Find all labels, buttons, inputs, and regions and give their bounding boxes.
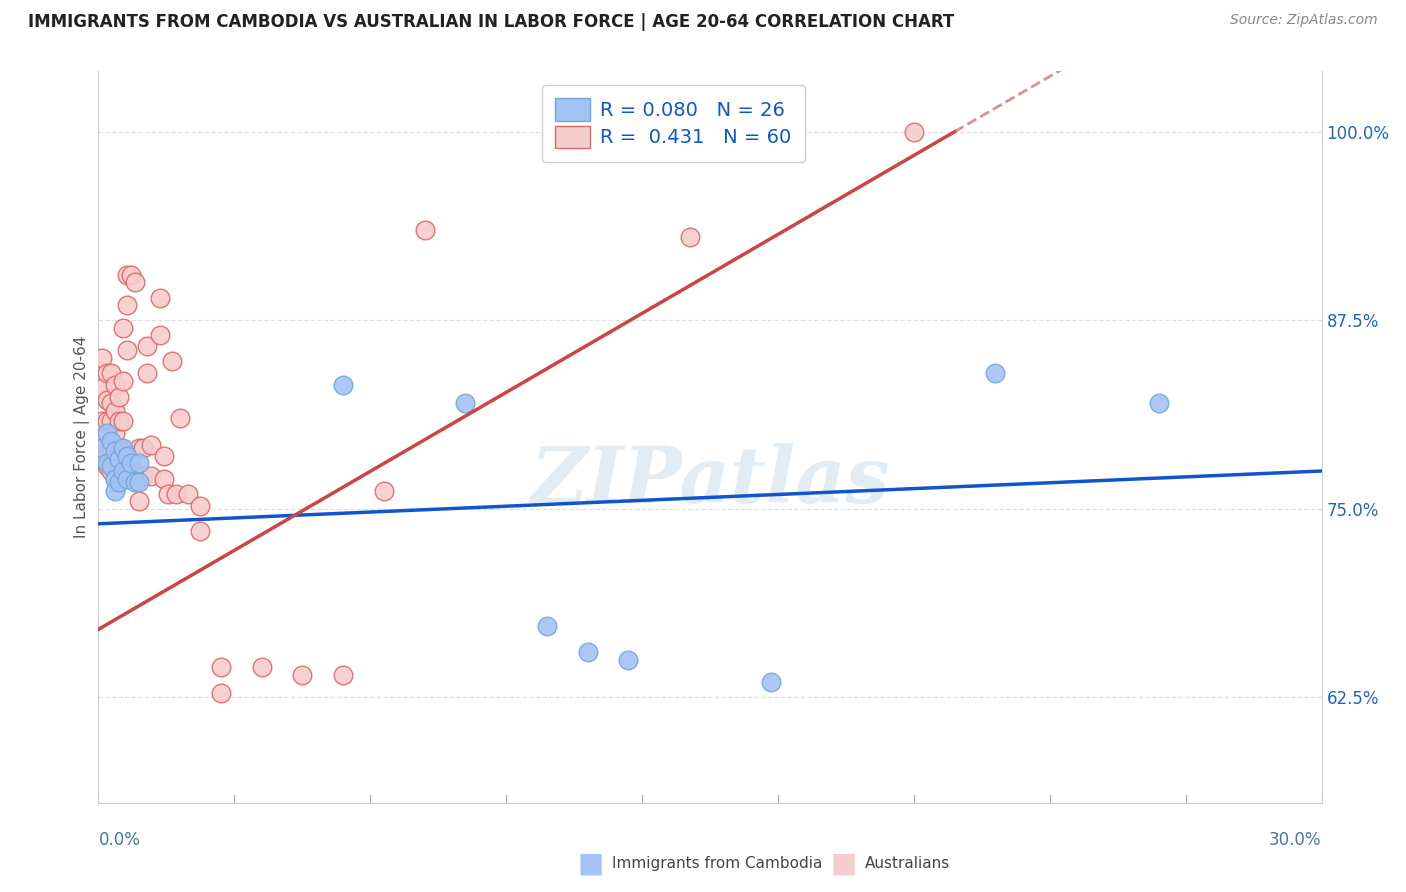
Point: [115, 268, 138, 282]
Point: [1147, 396, 1170, 410]
Point: [111, 320, 134, 334]
Point: [152, 471, 174, 485]
Point: [104, 444, 127, 458]
Point: [104, 471, 127, 485]
Text: ■: ■: [578, 849, 603, 878]
Point: [136, 366, 159, 380]
Point: [104, 450, 127, 465]
Point: [679, 230, 702, 244]
Point: [100, 442, 122, 456]
Point: [111, 442, 134, 456]
Point: [454, 396, 477, 410]
Point: [576, 125, 599, 139]
Point: [132, 468, 155, 483]
Point: [124, 475, 146, 489]
Text: 30.0%: 30.0%: [1270, 831, 1322, 849]
Point: [100, 366, 122, 380]
Point: [91, 442, 114, 456]
Point: [96, 414, 118, 428]
Point: [128, 468, 150, 483]
Text: Immigrants from Cambodia: Immigrants from Cambodia: [612, 856, 823, 871]
Text: 0.0%: 0.0%: [98, 831, 141, 849]
Point: [104, 471, 127, 485]
Point: [111, 464, 134, 478]
Point: [136, 339, 159, 353]
Text: Australians: Australians: [865, 856, 950, 871]
Point: [332, 378, 354, 392]
Point: [104, 378, 127, 392]
Point: [108, 442, 131, 456]
Point: [169, 411, 191, 425]
Point: [96, 393, 118, 408]
Point: [100, 414, 122, 428]
Point: [373, 483, 395, 498]
Point: [128, 442, 150, 456]
Point: [111, 414, 134, 428]
Point: [100, 459, 122, 474]
Point: [188, 524, 212, 539]
Point: [108, 475, 131, 489]
Point: [115, 471, 138, 485]
Point: [91, 442, 114, 456]
Point: [141, 438, 163, 452]
Legend: R = 0.080   N = 26, R =  0.431   N = 60: R = 0.080 N = 26, R = 0.431 N = 60: [541, 85, 804, 161]
Point: [177, 486, 200, 500]
Point: [108, 452, 131, 467]
Point: [96, 442, 118, 456]
Point: [576, 645, 599, 659]
Point: [115, 449, 138, 463]
Point: [96, 426, 118, 441]
Point: [160, 354, 183, 368]
Point: [761, 675, 783, 690]
Point: [96, 457, 118, 471]
Point: [111, 374, 134, 388]
Point: [165, 486, 187, 500]
Point: [100, 396, 122, 410]
Point: [132, 442, 155, 456]
Point: [115, 343, 138, 358]
Point: [536, 619, 558, 633]
Point: [250, 660, 273, 674]
Point: [96, 366, 118, 380]
Point: [104, 403, 127, 417]
Point: [188, 499, 212, 513]
Point: [209, 660, 232, 674]
Point: [108, 390, 131, 404]
Point: [128, 457, 150, 471]
Point: [209, 686, 232, 700]
Point: [100, 464, 122, 478]
Text: ZIPatlas: ZIPatlas: [530, 442, 890, 519]
Point: [91, 351, 114, 365]
Point: [128, 494, 150, 508]
Point: [141, 468, 163, 483]
Point: [291, 667, 314, 681]
Point: [120, 268, 142, 282]
Point: [115, 298, 138, 312]
Point: [984, 366, 1007, 380]
Point: [413, 223, 436, 237]
Text: Source: ZipAtlas.com: Source: ZipAtlas.com: [1230, 13, 1378, 28]
Point: [149, 291, 172, 305]
Point: [100, 434, 122, 448]
Point: [617, 652, 640, 666]
Point: [149, 328, 172, 343]
Point: [91, 381, 114, 395]
Text: IMMIGRANTS FROM CAMBODIA VS AUSTRALIAN IN LABOR FORCE | AGE 20-64 CORRELATION CH: IMMIGRANTS FROM CAMBODIA VS AUSTRALIAN I…: [28, 13, 955, 31]
Text: ■: ■: [831, 849, 856, 878]
Point: [152, 449, 174, 463]
Point: [104, 483, 127, 498]
Point: [128, 475, 150, 489]
Point: [96, 459, 118, 474]
Point: [108, 414, 131, 428]
Y-axis label: In Labor Force | Age 20-64: In Labor Force | Age 20-64: [75, 336, 90, 538]
Point: [156, 486, 179, 500]
Point: [332, 667, 354, 681]
Point: [104, 426, 127, 441]
Point: [91, 414, 114, 428]
Point: [120, 457, 142, 471]
Point: [124, 276, 146, 290]
Point: [903, 125, 925, 139]
